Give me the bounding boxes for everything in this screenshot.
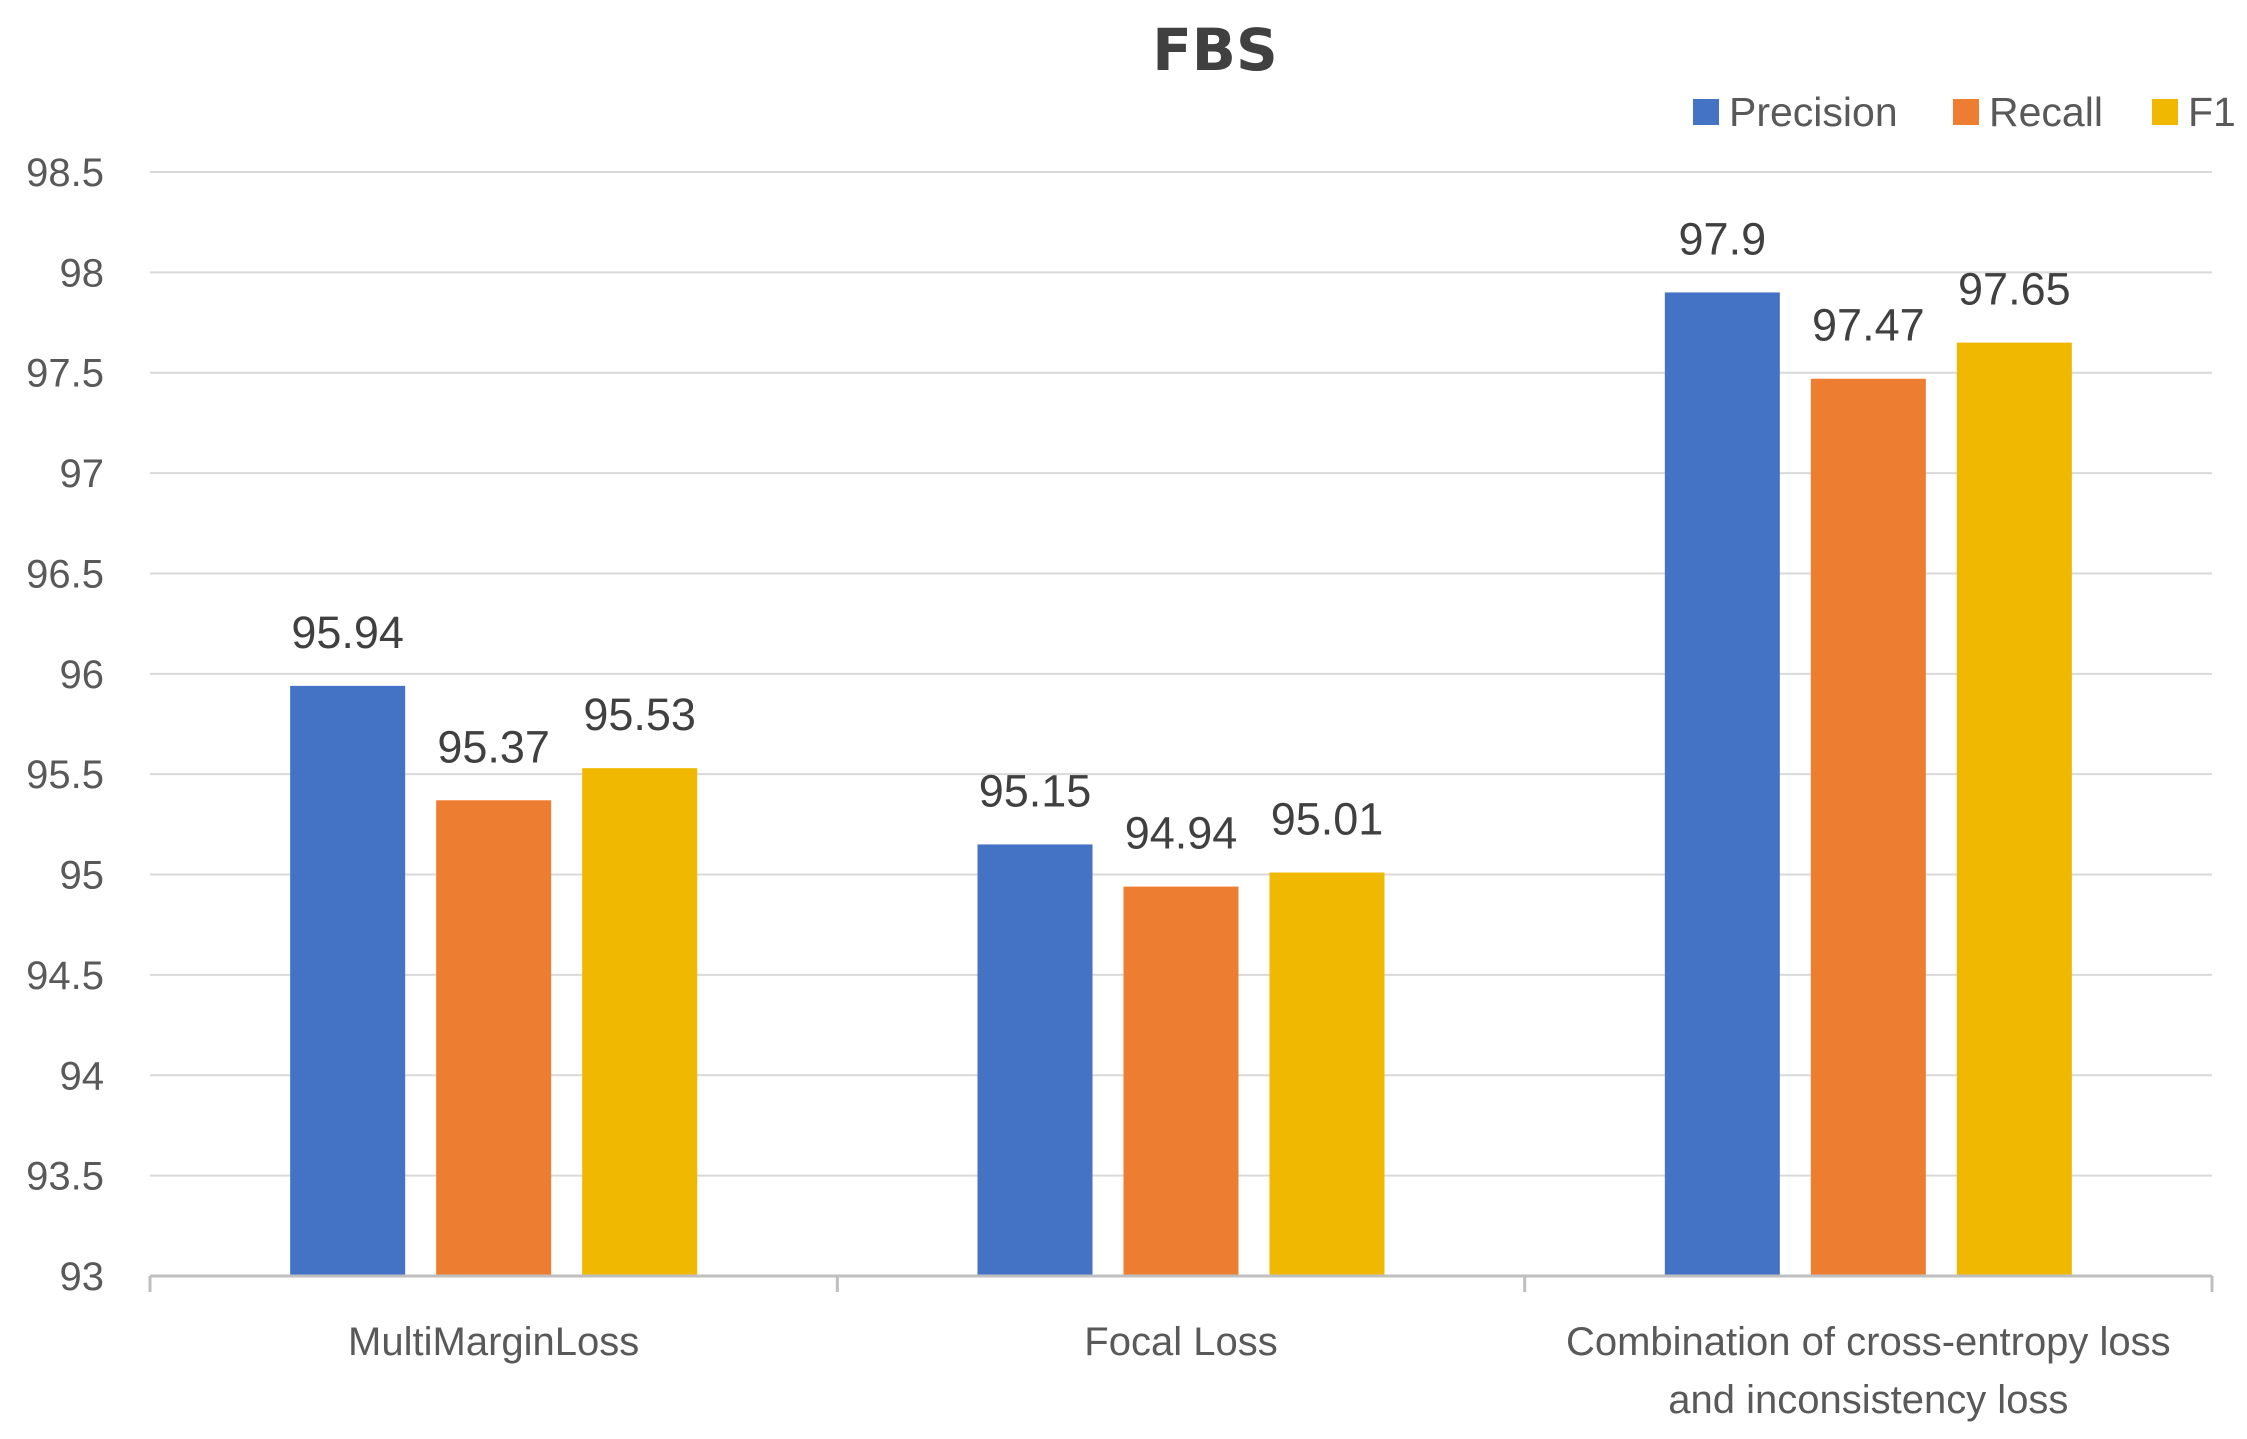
bars: [290, 292, 2072, 1277]
legend-swatch: [2152, 99, 2178, 125]
legend-swatch: [1953, 99, 1979, 125]
category-label: MultiMarginLoss: [348, 1320, 639, 1364]
y-tick-label: 97: [60, 452, 105, 496]
legend-label: Precision: [1729, 89, 1898, 135]
data-label: 97.65: [1958, 264, 2071, 315]
y-tick-label: 96.5: [26, 552, 104, 596]
bar-f1: [1269, 872, 1385, 1276]
bar-recall: [436, 800, 552, 1276]
data-labels: 95.94 95.15 97.9 95.37 94.94 97.47 95.53 95.01 9…: [291, 213, 2070, 858]
legend-label: F1: [2188, 89, 2236, 135]
bar-f1: [1956, 342, 2072, 1277]
data-label: 95.53: [583, 689, 696, 740]
y-tick-label: 97.5: [26, 352, 104, 396]
bar-precision: [1664, 292, 1780, 1276]
data-label: 95.01: [1271, 794, 1384, 845]
y-tick-label: 94.5: [26, 954, 104, 998]
legend: Precision Recall F1: [1693, 89, 2236, 135]
category-label: Combination of cross-entropy loss: [1566, 1320, 2171, 1364]
data-label: 94.94: [1125, 808, 1238, 859]
bar-recall: [1123, 886, 1239, 1276]
y-axis-ticks: 93 93.5 94 94.5 95 95.5 96 96.5 97 97.5 98 98.5: [26, 151, 104, 1299]
y-tick-label: 98: [60, 251, 105, 295]
bar-precision: [290, 685, 406, 1276]
category-label: Focal Loss: [1084, 1320, 1277, 1364]
data-label: 97.47: [1812, 300, 1925, 351]
y-tick-label: 98.5: [26, 151, 104, 195]
data-label: 97.9: [1679, 213, 1767, 264]
chart-title: FBS: [1152, 16, 1278, 84]
y-tick-label: 95: [60, 854, 105, 898]
data-label: 95.94: [291, 607, 404, 658]
y-tick-label: 95.5: [26, 753, 104, 797]
legend-swatch: [1693, 99, 1719, 125]
bar-recall: [1810, 378, 1926, 1276]
data-label: 95.15: [979, 765, 1092, 816]
bar-f1: [582, 768, 698, 1276]
data-label: 95.37: [437, 721, 550, 772]
y-tick-label: 96: [60, 653, 105, 697]
y-tick-label: 94: [60, 1054, 105, 1098]
category-label: and inconsistency loss: [1668, 1378, 2068, 1422]
bar-precision: [977, 844, 1093, 1276]
legend-label: Recall: [1989, 89, 2103, 135]
y-tick-label: 93.5: [26, 1155, 104, 1199]
x-axis: MultiMarginLoss Focal Loss Combination of …: [148, 1274, 2214, 1422]
y-tick-label: 93: [60, 1255, 105, 1299]
